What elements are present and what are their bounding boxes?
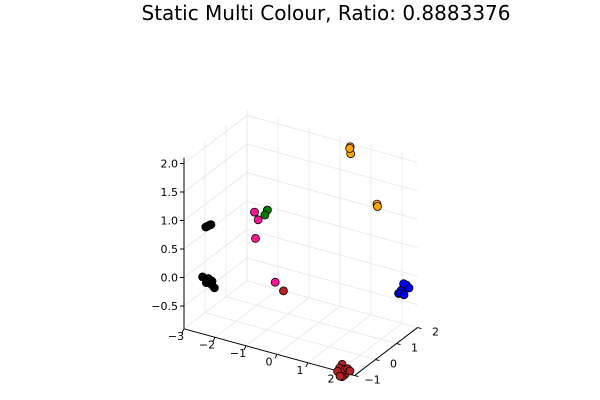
y-axis — [354, 327, 418, 376]
y-tick-label: 2 — [432, 326, 439, 339]
data-points — [198, 142, 414, 382]
y-tick — [375, 359, 380, 362]
x-tick — [305, 362, 309, 368]
data-point — [270, 277, 280, 287]
x-tick-label: 1 — [297, 364, 304, 377]
grid-line — [246, 229, 418, 277]
data-point — [345, 143, 355, 153]
data-point — [206, 275, 215, 285]
data-point — [260, 210, 270, 220]
grid-line — [276, 305, 341, 355]
x-tick-label: −3 — [168, 330, 184, 343]
x-tick — [243, 345, 247, 351]
grid-line — [246, 172, 418, 220]
grid-line — [246, 257, 418, 306]
grid-line — [183, 200, 248, 250]
data-point — [335, 371, 345, 381]
grid-line — [307, 314, 372, 364]
grid-line — [183, 115, 248, 164]
grid-line — [183, 229, 248, 278]
grid-line — [183, 280, 248, 330]
grid-line — [246, 115, 418, 163]
y-tick — [417, 327, 422, 330]
grid-line — [183, 143, 248, 193]
data-point — [399, 290, 409, 300]
data-point — [253, 215, 263, 225]
data-point — [250, 207, 259, 217]
grid-line — [246, 143, 418, 192]
z-tick-label: 0.0 — [161, 272, 179, 285]
grid-line — [214, 288, 279, 338]
x-tick — [212, 337, 216, 342]
data-point — [399, 279, 409, 289]
grid-line — [183, 172, 248, 221]
tick-labels: −3 −2 −1 0 1 2 −1 0 1 2 −0.5 0.0 0.5 1.0 1.5 2.0 — [151, 158, 439, 387]
x-axis — [183, 328, 355, 377]
grid-line — [246, 200, 418, 249]
y-tick-label: −1 — [364, 374, 380, 387]
y-tick — [396, 343, 401, 346]
grid-line — [246, 280, 418, 328]
data-point — [209, 283, 219, 293]
grid-line — [338, 322, 403, 372]
chart-title: Static Multi Colour, Ratio: 0.8883376 — [142, 1, 511, 25]
z-tick-label: 2.0 — [161, 158, 179, 171]
x-tick — [274, 354, 278, 359]
grid-line — [204, 312, 376, 360]
x-tick — [181, 328, 185, 334]
z-tick-label: 1.0 — [161, 215, 179, 228]
x-tick-label: 2 — [328, 372, 335, 385]
data-point — [345, 366, 355, 376]
data-point — [206, 220, 216, 230]
x-tick-label: −2 — [199, 338, 215, 351]
data-point — [198, 272, 208, 282]
x-tick-label: 0 — [266, 355, 273, 368]
grid-line — [225, 296, 397, 344]
y-tick-label: 1 — [411, 342, 418, 355]
z-tick-label: 1.5 — [161, 186, 179, 199]
z-tick-label: 0.5 — [161, 243, 179, 256]
y-tick — [354, 375, 359, 378]
y-tick-label: 0 — [390, 358, 397, 371]
grid-lines — [183, 109, 418, 376]
data-point — [373, 202, 382, 211]
grid-line — [245, 297, 310, 347]
z-tick-label: −0.5 — [151, 300, 178, 313]
data-point — [251, 233, 260, 243]
axes — [180, 157, 422, 378]
data-point — [279, 286, 288, 296]
x-tick-label: −1 — [230, 347, 246, 360]
